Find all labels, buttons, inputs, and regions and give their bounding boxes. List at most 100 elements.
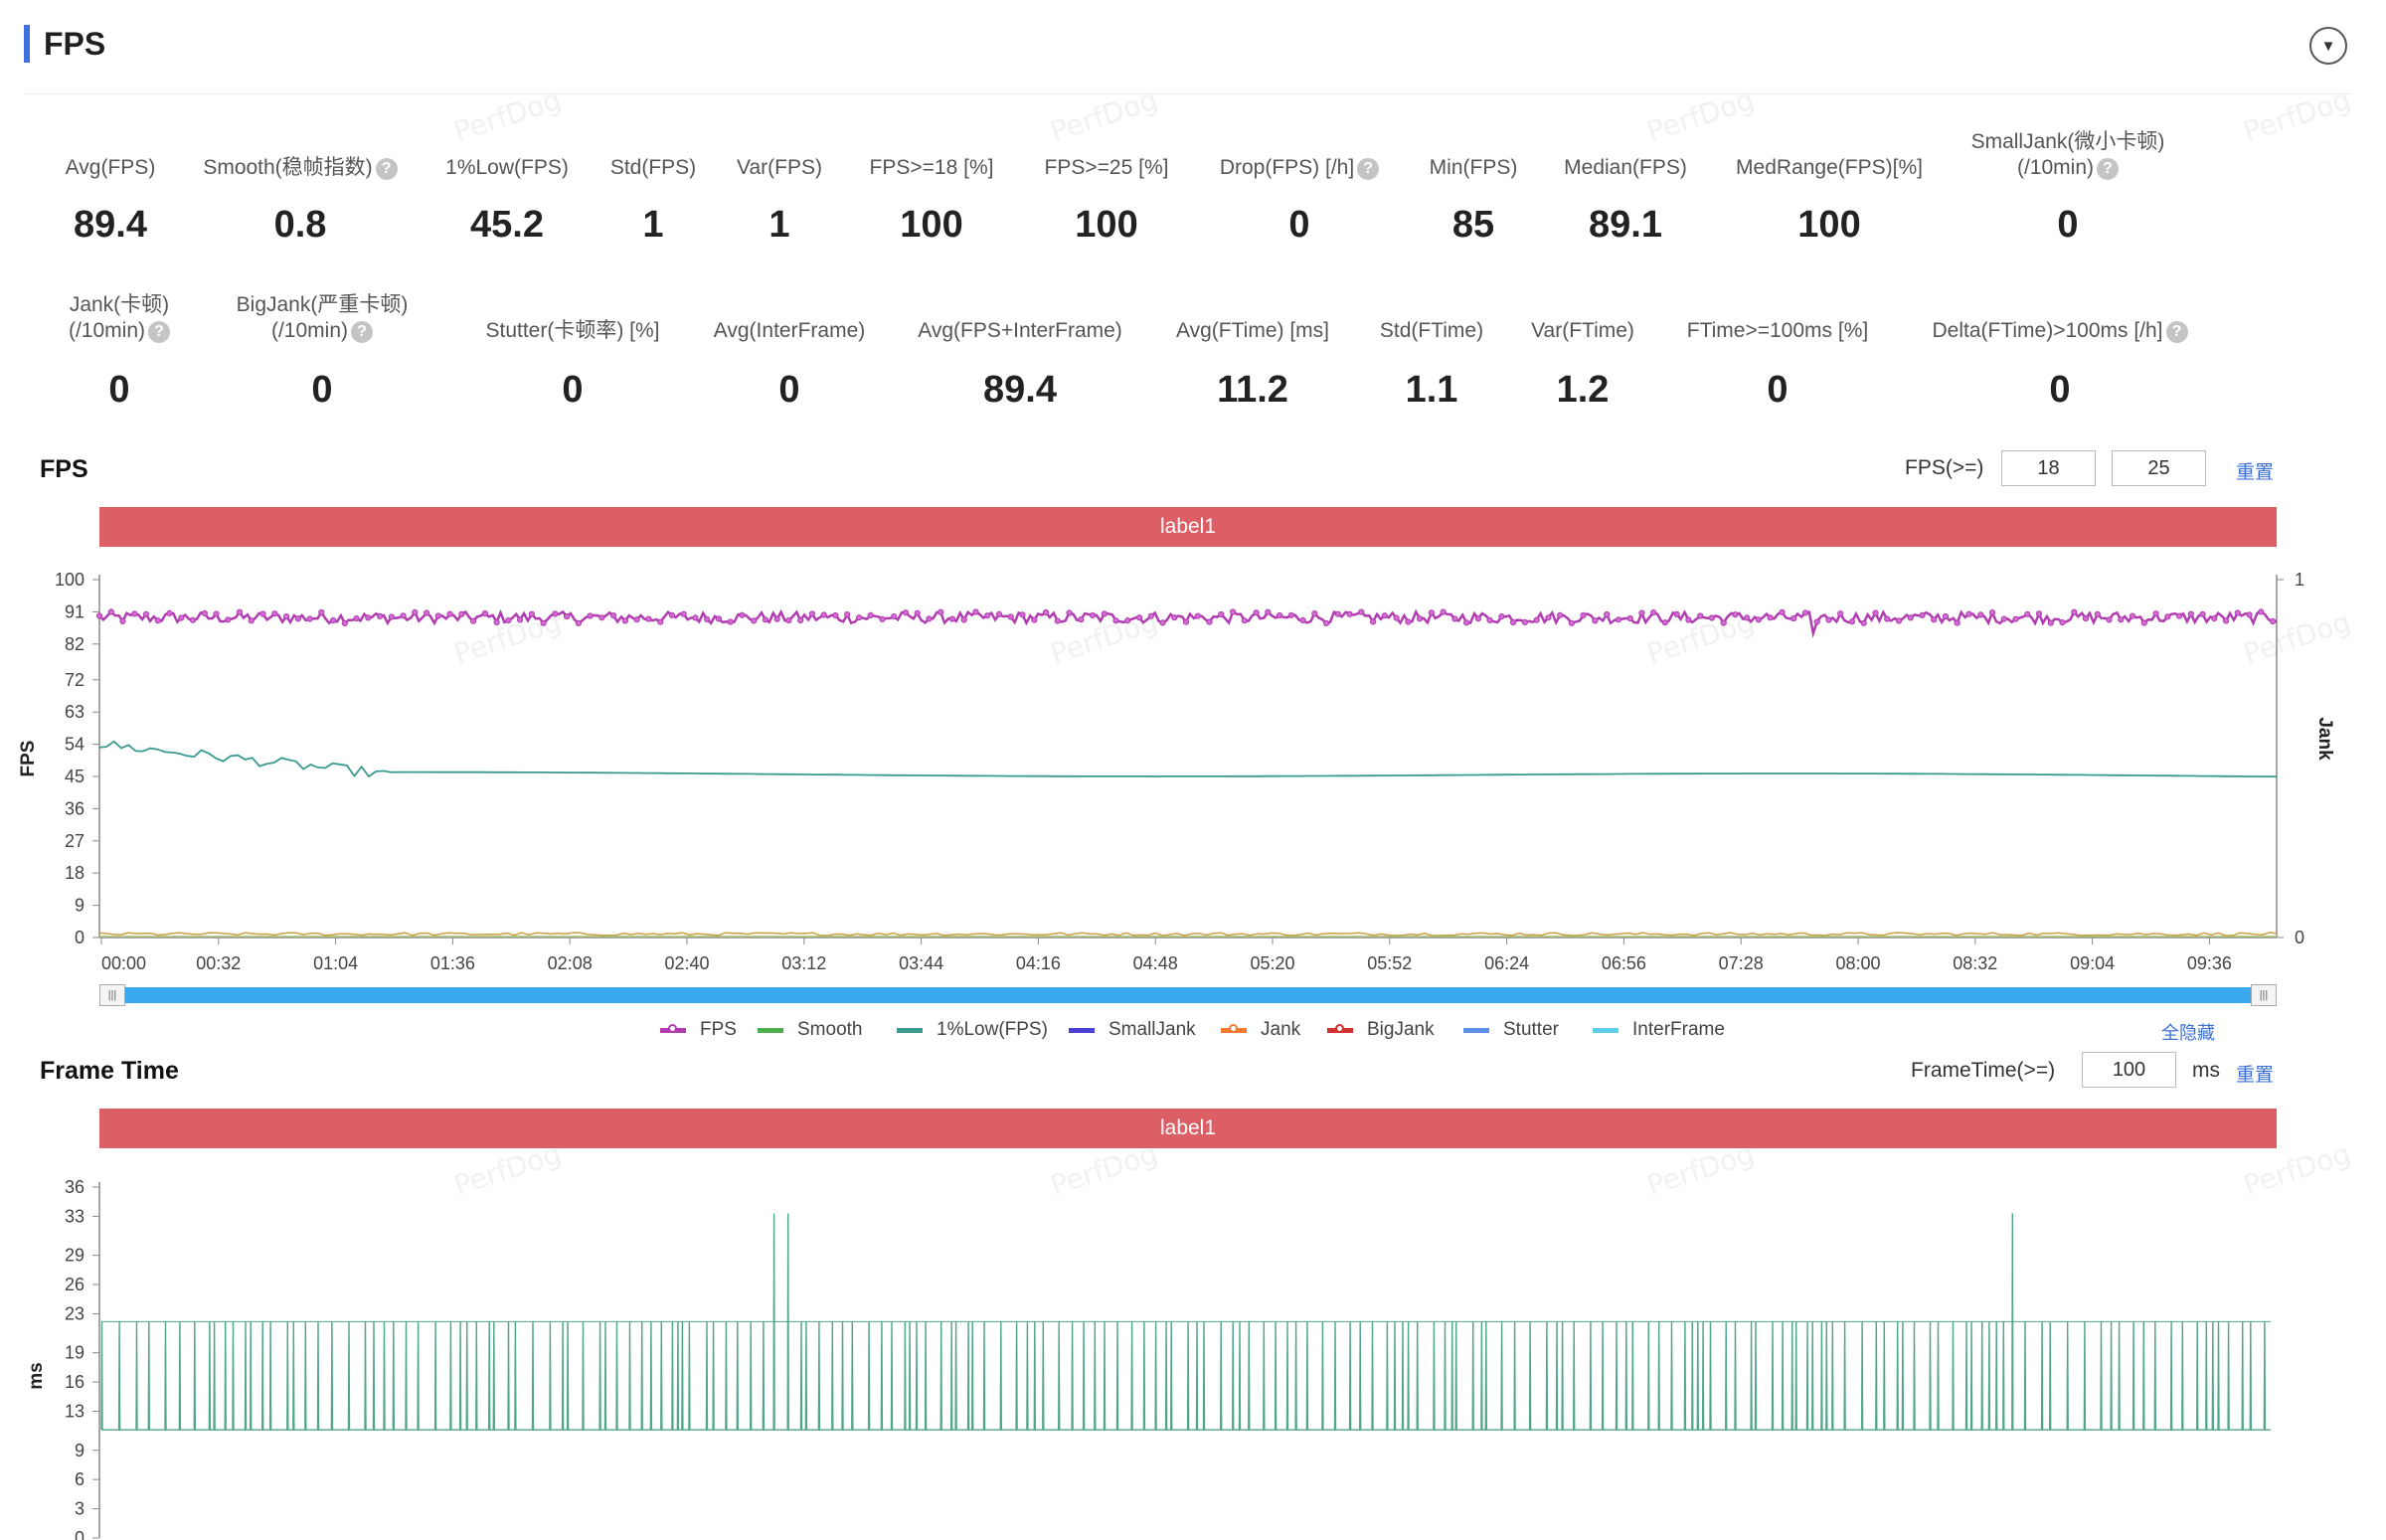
stat-value: 0 xyxy=(108,369,130,411)
fps-point xyxy=(785,616,792,624)
x-tick-label: 06:56 xyxy=(1602,953,1646,973)
x-tick-label: 01:04 xyxy=(313,953,358,973)
legend-item[interactable]: 1%Low(FPS) xyxy=(897,1019,1048,1041)
y-tick-label: 0 xyxy=(75,928,85,947)
fps-point xyxy=(692,614,699,621)
stat-value: 100 xyxy=(1797,204,1861,246)
stat-label-text: Std(FTime) xyxy=(1379,319,1484,342)
fps-point xyxy=(926,615,933,622)
stat-value: 0.8 xyxy=(273,204,327,246)
fps-point xyxy=(1907,614,1914,621)
x-tick-label: 09:36 xyxy=(2187,953,2232,973)
fps-point xyxy=(1872,609,1879,616)
y-tick-label: 23 xyxy=(65,1303,85,1323)
fps-point xyxy=(1428,609,1436,616)
y-tick-label: 13 xyxy=(65,1402,85,1422)
legend-item[interactable]: BigJank xyxy=(1327,1019,1435,1041)
legend-label: Jank xyxy=(1261,1019,1301,1040)
legend-item[interactable]: InterFrame xyxy=(1593,1019,1725,1041)
fps-point xyxy=(2024,610,2031,617)
fps-reset-button[interactable]: 重置 xyxy=(2236,462,2275,483)
fps-point xyxy=(1848,618,1856,625)
fps-point xyxy=(2047,619,2054,626)
stat-label-text: Avg(FPS) xyxy=(65,156,156,179)
legend-swatch-icon xyxy=(1463,1027,1489,1033)
fps-chart[interactable]: 0 9 18 27 36 45 54 63 72 82 91 100 0 1 00:00 00:32 01:04… xyxy=(0,557,2386,984)
fps-point xyxy=(248,617,255,624)
help-icon[interactable]: ? xyxy=(148,321,171,343)
legend-item[interactable]: FPS xyxy=(660,1019,737,1041)
fps-point xyxy=(1159,619,1166,626)
stat-value: 45.2 xyxy=(470,204,544,246)
x-tick-label: 05:20 xyxy=(1250,953,1294,973)
fps-point xyxy=(668,611,676,618)
help-icon[interactable]: ? xyxy=(351,321,374,343)
fps-point xyxy=(528,610,536,617)
stat-label-text: FPS>=25 [%] xyxy=(1044,156,1169,179)
frametime-reset-button[interactable]: 重置 xyxy=(2236,1065,2275,1086)
fps-label-band[interactable]: label1 xyxy=(99,507,2277,547)
fps-point xyxy=(306,615,313,622)
help-icon[interactable]: ? xyxy=(1357,158,1380,180)
x-tick-label: 00:00 xyxy=(101,953,146,973)
fps-point xyxy=(820,611,827,618)
legend-swatch-icon xyxy=(1327,1023,1353,1033)
time-range-slider[interactable]: ||| ||| xyxy=(99,984,2277,1006)
fps-point xyxy=(259,610,266,617)
fps-point xyxy=(1697,612,1704,619)
help-icon[interactable]: ? xyxy=(2165,321,2188,343)
fps-point xyxy=(283,613,290,620)
stat-value: 100 xyxy=(1075,204,1138,246)
hide-all-button[interactable]: 全隐藏 xyxy=(2161,1023,2215,1043)
fps-point xyxy=(2199,610,2206,617)
collapse-button[interactable]: ▼ xyxy=(2309,27,2347,65)
stat-value: 0 xyxy=(778,369,800,411)
y2-tick-label: 1 xyxy=(2295,570,2304,590)
stat-label: Std(FPS) xyxy=(504,155,802,181)
stat-label: Median(FPS) xyxy=(1476,155,1775,181)
fps-point xyxy=(902,609,910,616)
fps-point xyxy=(341,619,348,627)
frametime-threshold-input[interactable]: 100 xyxy=(2082,1052,2176,1088)
fps-point xyxy=(1334,610,1341,617)
y-tick-label: 16 xyxy=(65,1372,85,1392)
slider-track[interactable] xyxy=(111,987,2265,1003)
fps-point xyxy=(1019,611,1026,618)
fps-point xyxy=(844,611,851,618)
fps-threshold-input-2[interactable]: 25 xyxy=(2112,450,2206,486)
legend-item[interactable]: Jank xyxy=(1221,1019,1300,1041)
fps-point xyxy=(2012,615,2019,622)
legend-label: BigJank xyxy=(1367,1019,1435,1040)
legend-item[interactable]: Smooth xyxy=(758,1019,862,1041)
stat-label-unit: (/10min) xyxy=(68,319,146,342)
legend-label: FPS xyxy=(700,1019,737,1040)
stat-value: 89.4 xyxy=(74,204,147,246)
legend-swatch-icon xyxy=(758,1027,783,1033)
stat-label: Avg(FTime) [ms] xyxy=(1104,318,1402,344)
stat-label-text: Jank(卡顿) xyxy=(69,293,170,316)
slider-right-handle[interactable]: ||| xyxy=(2251,984,2277,1006)
help-icon[interactable]: ? xyxy=(375,158,398,180)
fps-threshold-input-1[interactable]: 18 xyxy=(2001,450,2096,486)
fps-point xyxy=(294,615,301,622)
fps-point xyxy=(2270,617,2277,625)
help-icon[interactable]: ? xyxy=(2097,158,2120,180)
legend-item[interactable]: Stutter xyxy=(1463,1019,1559,1041)
fps-point xyxy=(1440,608,1447,615)
slider-left-handle[interactable]: ||| xyxy=(99,984,125,1006)
fps-point xyxy=(493,618,500,626)
fps-point xyxy=(271,610,278,617)
fps-point xyxy=(1661,619,1669,626)
fps-point xyxy=(1054,617,1061,624)
fps-point xyxy=(225,616,232,623)
fps-point xyxy=(107,608,114,615)
fps-point xyxy=(365,614,372,621)
fps-point xyxy=(797,616,804,624)
fps-point xyxy=(914,609,921,616)
fps-point xyxy=(2082,615,2090,622)
stat-label: Jank(卡顿) (/10min)? xyxy=(0,292,268,344)
legend-item[interactable]: SmallJank xyxy=(1069,1019,1196,1041)
y-tick-label: 33 xyxy=(65,1206,85,1226)
frametime-label-band[interactable]: label1 xyxy=(99,1109,2277,1148)
